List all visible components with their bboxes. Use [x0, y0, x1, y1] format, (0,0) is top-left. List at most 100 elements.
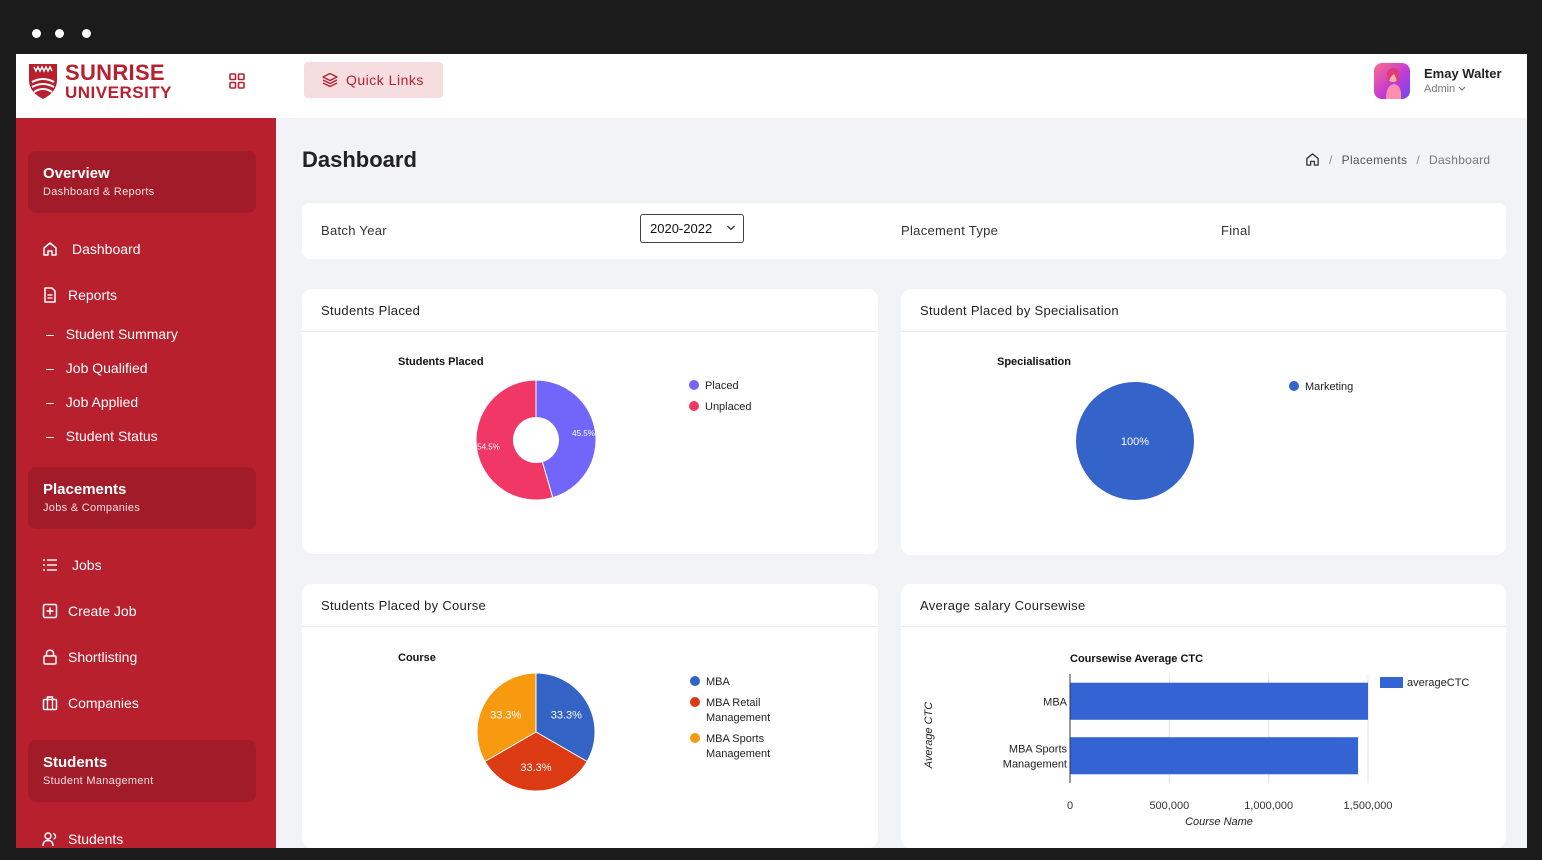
user-photo-icon: [1386, 68, 1402, 99]
sidebar-item-companies[interactable]: Companies: [42, 695, 139, 711]
legend-item[interactable]: MBA Sports Management: [690, 732, 770, 762]
card-header: Students Placed: [302, 289, 878, 332]
legend-item[interactable]: MBA Retail Management: [690, 696, 770, 726]
card-title: Average salary Coursewise: [920, 598, 1086, 613]
sidebar-item-shortlisting[interactable]: Shortlisting: [42, 649, 137, 665]
legend-swatch: [1380, 677, 1403, 688]
legend-item[interactable]: Unplaced: [689, 400, 751, 415]
specialisation-pie-chart: 100%: [1076, 382, 1194, 500]
list-icon: [43, 559, 57, 571]
x-tick-label: 1,000,000: [1244, 800, 1293, 812]
legend-label: Placed: [705, 380, 739, 392]
bar: [1070, 682, 1368, 720]
legend-swatch: [689, 380, 699, 390]
chart-title: Course: [398, 652, 436, 664]
breadcrumb: / Placements / Dashboard: [1305, 152, 1490, 167]
pie-slice: [535, 379, 597, 499]
slice-label: 33.3%: [520, 762, 551, 774]
sidebar-subitem-label: Job Qualified: [65, 360, 148, 376]
avatar[interactable]: [1374, 63, 1410, 99]
legend-label: MBA Sports: [706, 733, 765, 745]
sidebar-item-students[interactable]: Students: [42, 831, 123, 847]
y-tick-label: MBA: [1043, 696, 1068, 708]
placement-type-value: Final: [1221, 223, 1251, 238]
card-header: Student Placed by Specialisation: [901, 289, 1506, 332]
donut-hole: [513, 417, 559, 463]
pie-slice: [484, 731, 588, 792]
chart-title: Specialisation: [997, 356, 1071, 368]
chart-title: Students Placed: [398, 356, 484, 368]
sidebar-subitem-student-status[interactable]: – Student Status: [46, 428, 158, 444]
sidebar-subitem-job-qualified[interactable]: – Job Qualified: [46, 360, 148, 376]
card-title: Students Placed: [321, 303, 421, 318]
average-ctc-bar-chart: Coursewise Average CTC 0 500,000 1,000,000 1…: [923, 653, 1469, 828]
sidebar-item-label: Jobs: [72, 557, 102, 573]
sidebar-subitem-label: Student Status: [65, 428, 158, 444]
user-role: Admin: [1424, 83, 1456, 95]
window-dot-icon: [82, 29, 91, 38]
bar: [1070, 737, 1359, 775]
batch-year-label: Batch Year: [321, 223, 387, 238]
y-axis-label: Average CTC: [923, 702, 935, 769]
card-students-placed: Students Placed Students Placed 45.5% 54.…: [302, 289, 878, 554]
user-role-dropdown[interactable]: Admin: [1424, 83, 1466, 95]
x-axis-label: Course Name: [1185, 816, 1253, 828]
legend-label: Marketing: [1305, 381, 1354, 393]
legend-item[interactable]: Marketing: [1289, 380, 1353, 395]
chart-legend: Marketing: [1289, 380, 1353, 401]
apps-grid-icon[interactable]: [229, 73, 245, 89]
batch-year-select[interactable]: 2020-2022: [640, 214, 744, 243]
chart-legend: Placed Unplaced: [689, 379, 751, 421]
sidebar-item-create-job[interactable]: Create Job: [42, 603, 136, 619]
placed-donut-chart: 45.5% 54.5%: [475, 379, 597, 501]
home-icon[interactable]: [1305, 152, 1320, 167]
sidebar-item-label: Companies: [68, 695, 139, 711]
x-tick-label: 0: [1067, 800, 1073, 812]
topbar: Quick Links Emay Walter Admin: [276, 54, 1527, 118]
home-icon: [43, 242, 57, 256]
placement-type-label: Placement Type: [901, 223, 999, 238]
pie-slice: [476, 672, 537, 763]
lock-icon: [43, 649, 57, 665]
x-tick-label: 1,500,000: [1344, 800, 1393, 812]
sidebar-subitem-job-applied[interactable]: – Job Applied: [46, 394, 139, 410]
breadcrumb-placements[interactable]: Placements: [1341, 152, 1408, 167]
legend-label: MBA: [706, 676, 730, 688]
x-tick-label: 500,000: [1149, 800, 1189, 812]
user-name[interactable]: Emay Walter: [1424, 66, 1502, 81]
legend-item[interactable]: MBA: [690, 675, 770, 690]
sidebar-item-jobs[interactable]: Jobs: [42, 557, 102, 573]
sidebar-item-dashboard[interactable]: Dashboard: [42, 241, 141, 257]
section-subtitle: Dashboard & Reports: [43, 186, 155, 198]
sidebar-item-label: Create Job: [68, 603, 137, 619]
chevron-down-icon: [727, 225, 735, 231]
briefcase-icon: [42, 696, 58, 711]
legend-item[interactable]: Placed: [689, 379, 751, 394]
brand-line2: UNIVERSITY: [65, 83, 173, 102]
legend-swatch: [690, 697, 700, 707]
sidebar-subitem-student-summary[interactable]: – Student Summary: [46, 326, 178, 342]
legend-label: MBA Retail: [706, 697, 761, 709]
window-dot-icon: [55, 29, 64, 38]
layers-icon: [322, 72, 338, 88]
legend-swatch: [690, 676, 700, 686]
legend-swatch: [1289, 381, 1299, 391]
card-header: Average salary Coursewise: [901, 584, 1506, 627]
card-header: Students Placed by Course: [302, 584, 878, 627]
batch-year-value: 2020-2022: [650, 221, 713, 236]
section-title: Students: [43, 754, 108, 771]
sidebar-item-label: Reports: [68, 287, 118, 303]
card-specialisation: Student Placed by Specialisation Special…: [901, 289, 1506, 555]
card-title: Students Placed by Course: [321, 598, 487, 613]
y-tick-label: MBA Sports: [1009, 743, 1068, 755]
card-title: Student Placed by Specialisation: [920, 303, 1119, 318]
y-tick-label: Management: [1003, 758, 1067, 770]
section-subtitle: Student Management: [43, 775, 154, 787]
sidebar: SUNRISE UNIVERSITY Overview Dashboard & …: [16, 54, 276, 848]
quick-links-button[interactable]: Quick Links: [304, 62, 443, 98]
card-average-salary: Average salary Coursewise Coursewise Ave…: [901, 584, 1506, 848]
sidebar-item-reports[interactable]: Reports: [42, 287, 117, 303]
slice-label: 45.5%: [572, 429, 595, 438]
app-screen: SUNRISE UNIVERSITY Overview Dashboard & …: [16, 54, 1527, 848]
